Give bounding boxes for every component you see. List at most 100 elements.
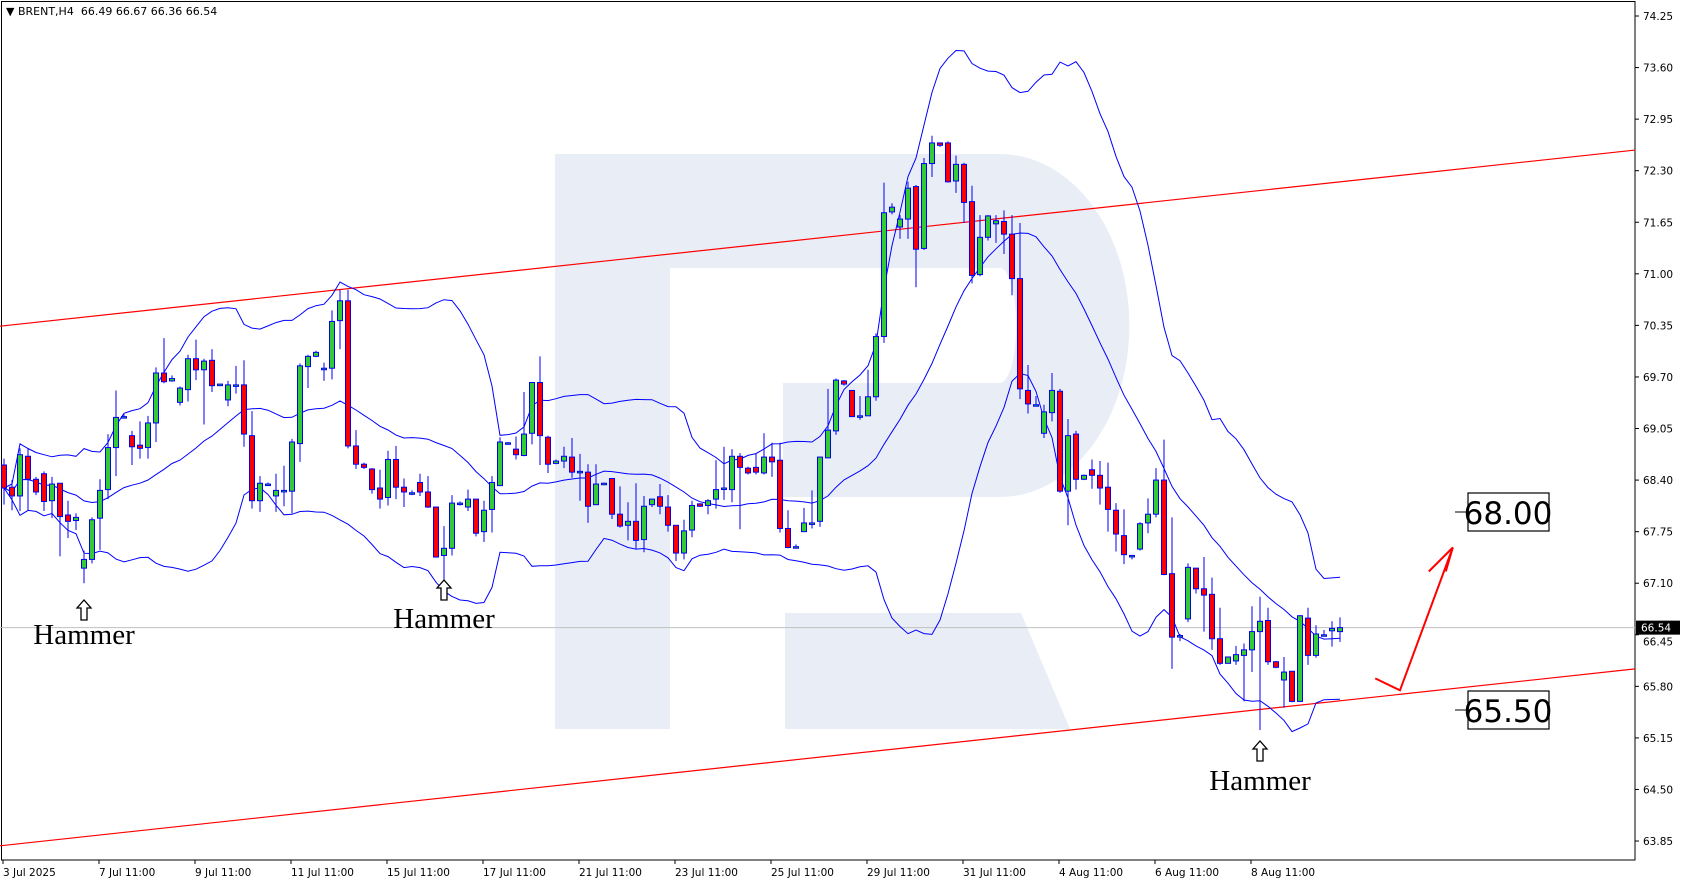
price-tick-label: 69.05 bbox=[1643, 424, 1673, 436]
bull-candle-body bbox=[761, 456, 767, 474]
candle bbox=[433, 506, 439, 558]
price-tick-label: 72.95 bbox=[1643, 114, 1673, 126]
date-tick-label: 23 Jul 11:00 bbox=[675, 867, 738, 879]
candle bbox=[1257, 596, 1263, 730]
bull-candle-body bbox=[601, 482, 607, 486]
bear-candle-body bbox=[937, 142, 943, 146]
bollinger-bands bbox=[3, 49, 1341, 733]
bull-candle-body bbox=[465, 498, 471, 508]
bull-candle-body bbox=[825, 429, 831, 459]
bear-candle-body bbox=[961, 163, 967, 203]
bear-candle-body bbox=[585, 471, 591, 507]
candle bbox=[17, 448, 23, 512]
bull-candle-body bbox=[1129, 554, 1135, 558]
bear-candle-body bbox=[401, 486, 407, 493]
logo-watermark bbox=[555, 154, 1130, 729]
candle bbox=[881, 182, 887, 343]
candle bbox=[265, 482, 271, 487]
bear-candle-body bbox=[193, 358, 199, 371]
bear-candle-body bbox=[1305, 617, 1311, 656]
candle bbox=[457, 501, 463, 506]
bull-candle-body bbox=[89, 519, 95, 560]
bull-candle-body bbox=[449, 502, 455, 549]
candle bbox=[1017, 223, 1023, 400]
candle bbox=[1129, 554, 1135, 560]
bull-candle-body bbox=[993, 220, 999, 225]
bull-candle-body bbox=[305, 355, 311, 368]
candle bbox=[65, 500, 71, 538]
bear-candle-body bbox=[65, 514, 71, 522]
candle bbox=[1081, 474, 1087, 481]
date-tick-label: 29 Jul 11:00 bbox=[867, 867, 930, 879]
candle bbox=[225, 380, 231, 407]
price-tick-label: 71.65 bbox=[1643, 217, 1673, 229]
candle bbox=[681, 519, 687, 560]
hammer-label: Hammer bbox=[393, 603, 495, 635]
bull-candle-body bbox=[105, 447, 111, 491]
bull-candle-body bbox=[225, 384, 231, 401]
bull-candle-body bbox=[1321, 634, 1327, 637]
bull-candle-body bbox=[1185, 566, 1191, 620]
candle bbox=[785, 510, 791, 549]
time-axis[interactable]: 3 Jul 2025 7 Jul 11:00 9 Jul 11:00 11 Jul 1… bbox=[2, 860, 1315, 879]
bull-candle-body bbox=[705, 500, 711, 506]
bull-candle-body bbox=[817, 456, 823, 522]
triangle-down-icon[interactable]: ▼ bbox=[6, 5, 15, 18]
bull-candle-body bbox=[561, 455, 567, 462]
candle bbox=[169, 375, 175, 382]
bear-candle-body bbox=[433, 506, 439, 558]
bear-candle-body bbox=[1217, 638, 1223, 664]
candle bbox=[905, 181, 911, 239]
candle bbox=[1049, 372, 1055, 422]
bull-candle-body bbox=[865, 396, 871, 417]
bull-candle-body bbox=[1313, 633, 1319, 656]
bull-candle-body bbox=[73, 516, 79, 522]
bear-candle-body bbox=[41, 473, 47, 502]
current-price-badge bbox=[1636, 620, 1680, 635]
candle bbox=[1321, 630, 1327, 637]
candle bbox=[825, 388, 831, 459]
bull-candle-body bbox=[521, 433, 527, 456]
bear-candle-body bbox=[9, 486, 15, 497]
bear-candle-body bbox=[1161, 479, 1167, 575]
bull-candle-body bbox=[977, 236, 983, 276]
bull-candle-body bbox=[121, 416, 127, 419]
bull-candle-body bbox=[17, 454, 23, 497]
bull-candle-body bbox=[889, 206, 895, 213]
bear-candle-body bbox=[633, 520, 639, 541]
candle bbox=[1297, 614, 1303, 702]
candle bbox=[929, 135, 935, 178]
candle bbox=[697, 503, 703, 508]
bull-candle-body bbox=[457, 502, 463, 506]
candle bbox=[913, 184, 919, 288]
candle bbox=[361, 462, 367, 469]
candle bbox=[489, 476, 495, 533]
logo-stem bbox=[555, 154, 670, 729]
bear-candle-body bbox=[785, 527, 791, 549]
bull-candle-body bbox=[713, 489, 719, 500]
candle bbox=[769, 442, 775, 477]
candle bbox=[593, 464, 599, 506]
candle bbox=[809, 490, 815, 529]
candle bbox=[1217, 607, 1223, 665]
bull-candle-body bbox=[113, 416, 119, 449]
bull-candle-body bbox=[929, 142, 935, 165]
candle bbox=[185, 354, 191, 402]
candle bbox=[377, 469, 383, 509]
candle bbox=[1225, 656, 1231, 664]
bull-candle-body bbox=[793, 546, 799, 549]
target-label: 65.50 bbox=[1464, 694, 1553, 730]
candle bbox=[937, 142, 943, 147]
price-channel bbox=[0, 149, 1636, 847]
bear-candle-body bbox=[1121, 535, 1127, 556]
bear-candle-body bbox=[249, 435, 255, 502]
candle bbox=[857, 395, 863, 420]
candle bbox=[249, 411, 255, 509]
candle bbox=[817, 456, 823, 527]
candle bbox=[537, 356, 543, 466]
candle bbox=[1233, 645, 1239, 665]
price-tick-label: 67.75 bbox=[1643, 527, 1673, 539]
candle bbox=[1161, 439, 1167, 576]
price-axis[interactable]: 74.25 73.60 72.95 72.30 71.65 71.00 70.35 69.70… bbox=[1635, 11, 1680, 848]
